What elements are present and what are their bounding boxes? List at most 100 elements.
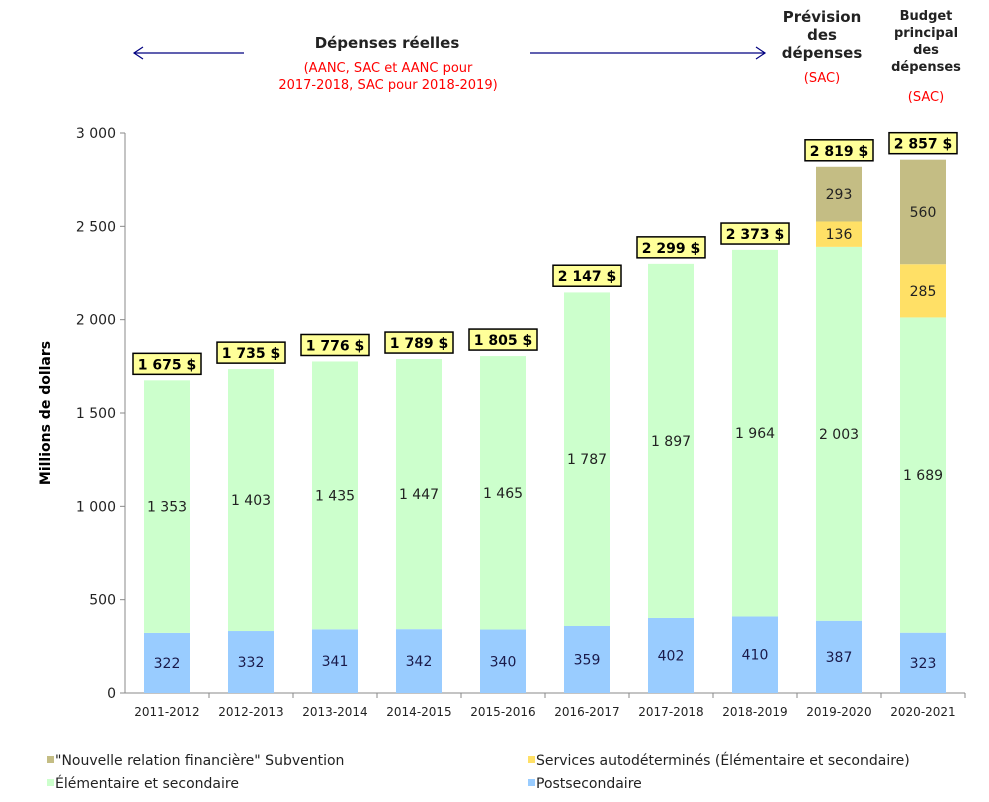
y-tick-label: 500 [89, 593, 116, 609]
total-label-box [300, 333, 370, 357]
total-label-box [384, 331, 454, 354]
bar-segment [144, 380, 190, 633]
y-tick-label: 0 [107, 686, 116, 702]
x-tick-label: 2015-2016 [470, 705, 535, 719]
bar-segment [480, 356, 526, 630]
segment-label: 136 [826, 227, 853, 243]
bar-segment [900, 264, 946, 318]
bar-segment [900, 317, 946, 633]
bar-segment [732, 616, 778, 693]
bar-segment [816, 620, 862, 693]
segment-label: 2 003 [819, 427, 859, 443]
forecast-annotation: Prévision des dépenses (SAC) [782, 8, 863, 86]
total-label-box [888, 131, 958, 155]
segment-label: 340 [490, 654, 517, 670]
forecast-line: Prévision [783, 8, 862, 26]
legend-label: Élémentaire et secondaire [55, 775, 239, 792]
actual-sub-2: 2017-2018, SAC pour 2018-2019) [278, 78, 497, 93]
budget-line: des [913, 43, 939, 58]
segment-label: 1 435 [315, 488, 355, 504]
total-label: 1 805 $ [474, 333, 532, 349]
y-tick-label: 3 000 [76, 126, 116, 142]
segment-label: 332 [238, 655, 265, 671]
legend-label: "Nouvelle relation financière" Subventio… [55, 753, 344, 769]
bar-segment [312, 361, 358, 630]
left-arrow-icon [132, 46, 144, 60]
total-label: 1 675 $ [138, 357, 196, 373]
actual-sub-1: (AANC, SAC et AANC pour [304, 61, 473, 76]
segment-label: 293 [826, 187, 853, 203]
bar-segment [816, 246, 862, 621]
budget-line: dépenses [891, 60, 961, 75]
y-tick-label: 1 500 [76, 406, 116, 422]
bar-segment [480, 629, 526, 693]
total-label: 2 373 $ [726, 227, 784, 243]
budget-annotation: Budget principal des dépenses (SAC) [891, 9, 961, 105]
segment-label: 1 897 [651, 434, 691, 450]
bar-segment [564, 292, 610, 626]
total-label-box [552, 264, 622, 287]
bar-segment [228, 369, 274, 632]
budget-sub: (SAC) [908, 90, 944, 105]
budget-line: principal [894, 26, 958, 41]
x-tick-label: 2012-2013 [218, 705, 283, 719]
legend-swatch [47, 779, 54, 786]
bar-segment [396, 629, 442, 693]
legend-swatch [528, 756, 535, 763]
legend-label: Postsecondaire [536, 776, 642, 792]
bar-segment [144, 632, 190, 693]
segment-label: 560 [910, 205, 937, 221]
legend-label: Services autodéterminés (Élémentaire et … [536, 752, 910, 769]
segment-label: 1 689 [903, 468, 943, 484]
total-label-box [132, 352, 202, 376]
budget-line: Budget [900, 9, 953, 24]
forecast-line: des [807, 26, 837, 44]
segment-label: 359 [574, 652, 601, 668]
segment-label: 410 [742, 648, 769, 664]
total-label-box [468, 328, 538, 351]
x-tick-label: 2016-2017 [554, 705, 619, 719]
right-arrow-icon [755, 46, 767, 60]
total-label: 2 857 $ [894, 137, 952, 153]
total-label: 2 147 $ [558, 269, 616, 285]
total-label: 1 789 $ [390, 336, 448, 352]
x-tick-label: 2011-2012 [134, 705, 199, 719]
x-tick-label: 2014-2015 [386, 705, 451, 719]
bar-segment [396, 359, 442, 630]
y-axis-title: Millions de dollars [38, 341, 54, 485]
segment-label: 1 447 [399, 487, 439, 503]
segment-label: 323 [910, 656, 937, 672]
total-label-box [804, 139, 874, 162]
legend-swatch [47, 756, 54, 763]
total-label: 2 299 $ [642, 241, 700, 257]
total-label: 1 776 $ [306, 338, 364, 354]
total-label: 1 735 $ [222, 346, 280, 362]
segment-label: 1 353 [147, 500, 187, 516]
segment-label: 341 [322, 654, 349, 670]
x-tick-label: 2019-2020 [806, 705, 871, 719]
bar-segment [816, 166, 862, 222]
x-tick-label: 2013-2014 [302, 705, 367, 719]
actual-spending-annotation: Dépenses réelles (AANC, SAC et AANC pour… [132, 34, 767, 93]
y-tick-label: 2 000 [76, 313, 116, 329]
segment-label: 387 [826, 650, 853, 666]
segment-label: 1 964 [735, 426, 775, 442]
bar-segment [312, 629, 358, 693]
x-tick-label: 2020-2021 [890, 705, 955, 719]
bar-segment [900, 159, 946, 265]
y-tick-label: 2 500 [76, 219, 116, 235]
bar-segment [648, 617, 694, 693]
bar-segment [900, 632, 946, 693]
x-tick-label: 2018-2019 [722, 705, 787, 719]
total-label: 2 819 $ [810, 144, 868, 160]
segment-label: 1 787 [567, 452, 607, 468]
segment-label: 342 [406, 654, 433, 670]
segment-label: 402 [658, 648, 685, 664]
bar-segment [228, 631, 274, 693]
bar-segment [816, 221, 862, 247]
x-tick-label: 2017-2018 [638, 705, 703, 719]
legend-swatch [528, 779, 535, 786]
forecast-sub: (SAC) [804, 71, 840, 86]
segment-label: 322 [154, 656, 181, 672]
forecast-line: dépenses [782, 44, 863, 62]
